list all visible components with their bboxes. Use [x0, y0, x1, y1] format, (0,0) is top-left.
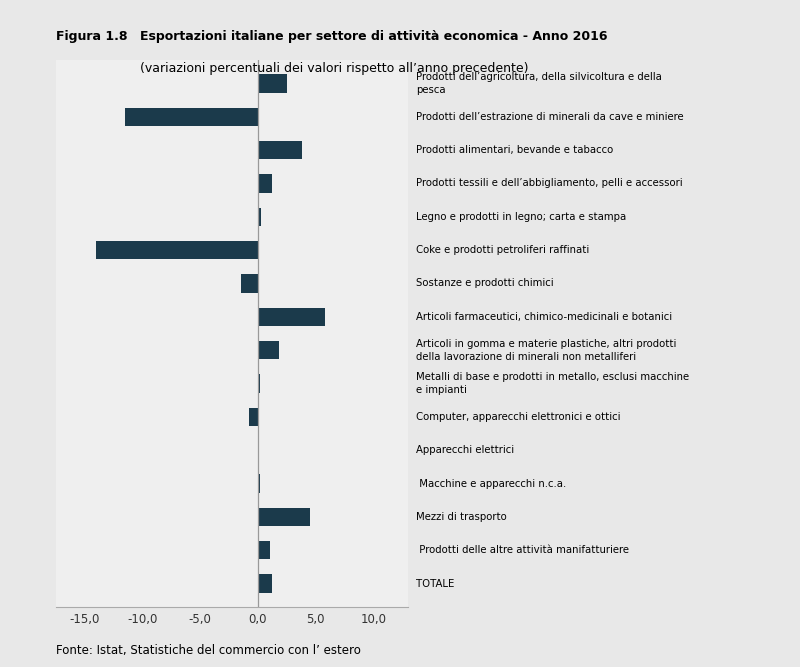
- Bar: [258, 341, 278, 360]
- Text: Articoli farmaceutici, chimico-medicinali e botanici: Articoli farmaceutici, chimico-medicinal…: [416, 312, 672, 321]
- Text: Articoli in gomma e materie plastiche, altri prodotti
della lavorazione di miner: Articoli in gomma e materie plastiche, a…: [416, 339, 676, 362]
- Bar: [258, 574, 272, 593]
- Bar: [258, 508, 310, 526]
- Bar: [96, 241, 258, 259]
- Bar: [258, 141, 302, 159]
- Text: Metalli di base e prodotti in metallo, esclusi macchine
e impianti: Metalli di base e prodotti in metallo, e…: [416, 372, 689, 395]
- Text: (variazioni percentuali dei valori rispetto all’anno precedente): (variazioni percentuali dei valori rispe…: [140, 62, 529, 75]
- Bar: [258, 174, 272, 193]
- Text: Sostanze e prodotti chimici: Sostanze e prodotti chimici: [416, 279, 554, 288]
- Text: Prodotti delle altre attività manifatturiere: Prodotti delle altre attività manifattur…: [416, 546, 629, 555]
- Bar: [126, 107, 258, 126]
- Text: TOTALE: TOTALE: [416, 579, 454, 588]
- Bar: [258, 307, 325, 326]
- Text: Apparecchi elettrici: Apparecchi elettrici: [416, 446, 514, 455]
- Bar: [258, 374, 260, 393]
- Text: Fonte: Istat, Statistiche del commercio con l’ estero: Fonte: Istat, Statistiche del commercio …: [56, 644, 361, 657]
- Bar: [249, 408, 258, 426]
- Bar: [258, 207, 262, 226]
- Text: Mezzi di trasporto: Mezzi di trasporto: [416, 512, 506, 522]
- Text: Esportazioni italiane per settore di attività economica - Anno 2016: Esportazioni italiane per settore di att…: [140, 30, 607, 43]
- Text: Macchine e apparecchi n.c.a.: Macchine e apparecchi n.c.a.: [416, 479, 566, 488]
- Text: Coke e prodotti petroliferi raffinati: Coke e prodotti petroliferi raffinati: [416, 245, 589, 255]
- Text: Figura 1.8: Figura 1.8: [56, 30, 127, 43]
- Text: Prodotti dell’agricoltura, della silvicoltura e della
pesca: Prodotti dell’agricoltura, della silvico…: [416, 72, 662, 95]
- Bar: [241, 274, 258, 293]
- Bar: [258, 541, 270, 560]
- Text: Prodotti alimentari, bevande e tabacco: Prodotti alimentari, bevande e tabacco: [416, 145, 613, 155]
- Text: Prodotti tessili e dell’abbigliamento, pelli e accessori: Prodotti tessili e dell’abbigliamento, p…: [416, 179, 682, 188]
- Bar: [258, 474, 260, 493]
- Bar: [258, 74, 287, 93]
- Text: Prodotti dell’estrazione di minerali da cave e miniere: Prodotti dell’estrazione di minerali da …: [416, 112, 683, 121]
- Text: Legno e prodotti in legno; carta e stampa: Legno e prodotti in legno; carta e stamp…: [416, 212, 626, 221]
- Text: Computer, apparecchi elettronici e ottici: Computer, apparecchi elettronici e ottic…: [416, 412, 620, 422]
